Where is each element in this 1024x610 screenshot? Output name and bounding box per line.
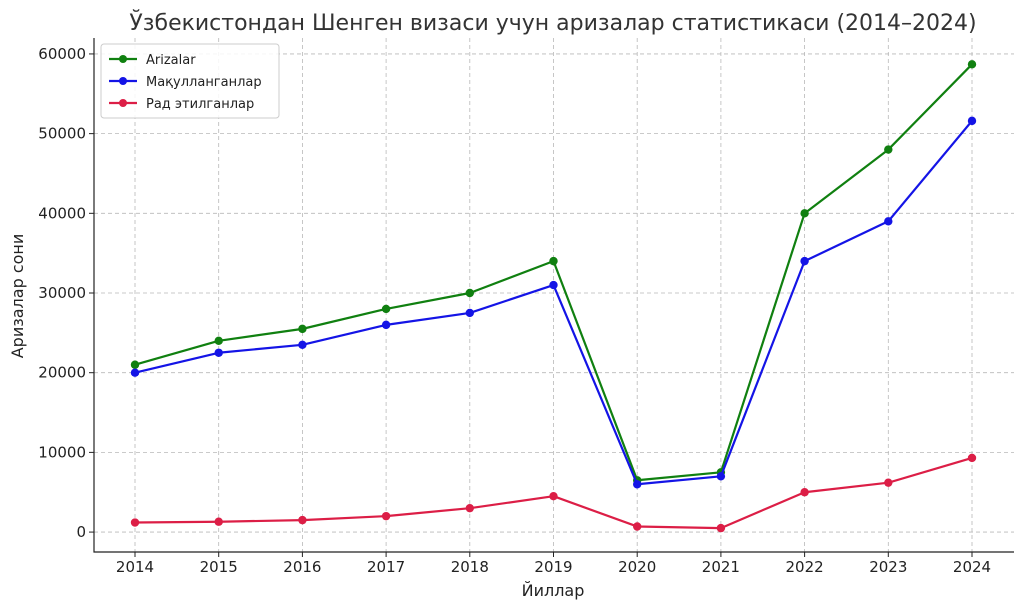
data-point — [716, 523, 726, 533]
legend-label: Мақулланганлар — [146, 75, 262, 90]
data-point — [214, 348, 223, 357]
y-tick-label: 50000 — [38, 125, 86, 143]
data-point — [298, 515, 307, 525]
data-point — [633, 522, 642, 531]
data-point — [967, 60, 977, 69]
x-tick-label: 2019 — [534, 558, 572, 576]
grid — [94, 38, 1014, 552]
data-point — [381, 320, 391, 330]
x-tick-label: 2016 — [283, 558, 321, 576]
series-3 — [130, 453, 977, 533]
y-tick-label: 40000 — [38, 204, 86, 222]
x-tick-label: 2015 — [200, 558, 238, 576]
legend-marker — [119, 55, 127, 63]
data-point — [549, 280, 558, 290]
legend-marker — [119, 99, 127, 107]
y-tick-label: 30000 — [38, 284, 86, 302]
data-point — [884, 478, 893, 487]
legend-label: Рад этилганлар — [146, 97, 254, 112]
x-axis-label: Йиллар — [522, 581, 585, 600]
x-tick-label: 2023 — [869, 558, 907, 576]
x-tick-label: 2014 — [116, 558, 154, 576]
data-point — [716, 472, 726, 481]
data-point — [884, 145, 893, 154]
data-point — [465, 308, 474, 318]
data-point — [298, 324, 307, 334]
y-tick-label: 60000 — [38, 45, 86, 63]
data-point — [465, 503, 474, 513]
x-tick-label: 2017 — [367, 558, 405, 576]
legend-label: Arizalar — [146, 53, 196, 68]
data-point — [800, 209, 809, 218]
x-tick-label: 2020 — [618, 558, 656, 576]
series-2 — [130, 116, 977, 489]
y-tick-label: 20000 — [38, 364, 86, 382]
data-point — [967, 453, 977, 463]
x-tick-label: 2024 — [953, 558, 991, 576]
series-line — [134, 120, 973, 486]
data-point — [967, 116, 977, 126]
data-point — [549, 256, 558, 266]
chart-title: Ўзбекистондан Шенген визаси учун аризала… — [129, 10, 976, 36]
legend: Arizalar Мақулланганлар Рад этилганлар — [100, 43, 280, 119]
legend-box — [100, 43, 280, 119]
data-point — [381, 304, 391, 314]
x-tick-label: 2018 — [451, 558, 489, 576]
legend-marker — [119, 77, 127, 85]
data-point — [214, 517, 223, 526]
data-point — [800, 488, 809, 497]
data-point — [465, 288, 474, 298]
data-point — [214, 336, 223, 346]
data-point — [298, 340, 307, 350]
y-axis-label: Аризалар сони — [8, 234, 27, 359]
axis-spine — [93, 38, 1014, 553]
series-layer — [130, 60, 977, 533]
data-point — [884, 217, 893, 226]
x-tick-label: 2021 — [702, 558, 740, 576]
data-point — [549, 492, 558, 501]
data-point — [381, 511, 391, 521]
y-tick-label: 10000 — [38, 443, 86, 461]
data-point — [130, 360, 140, 369]
data-point — [130, 518, 140, 527]
y-tick-label: 0 — [76, 523, 86, 541]
data-point — [800, 256, 809, 266]
data-point — [130, 368, 140, 377]
x-tick-label: 2022 — [786, 558, 824, 576]
data-point — [633, 480, 642, 489]
axes: 2014 2015 2016 2017 2018 2019 2020 2021 2022 2023… — [38, 38, 1014, 576]
